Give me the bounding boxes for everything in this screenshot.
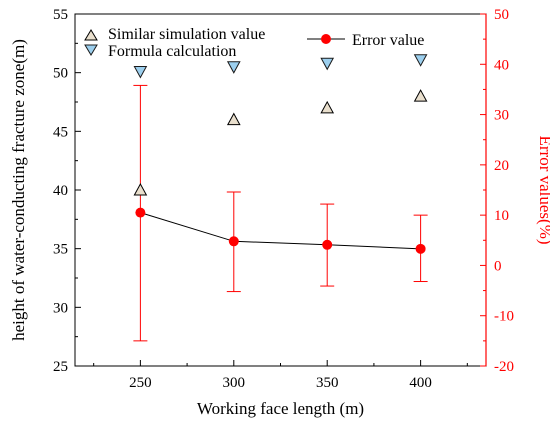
x-tick-label: 400 <box>409 375 432 391</box>
y-right-tick-label: 30 <box>494 108 509 124</box>
y-axis-left-title: height of water-conducting fracture zone… <box>9 39 28 341</box>
error-value-point <box>415 243 426 254</box>
y-left-tick-label: 55 <box>53 7 68 23</box>
similar-simulation-point <box>226 112 241 126</box>
legend: Similar simulation value Formula calcula… <box>84 26 424 60</box>
similar-simulation-point <box>320 100 335 114</box>
y-left-tick-label: 30 <box>53 300 68 316</box>
x-axis: 250 300 350 400 <box>93 360 468 391</box>
markers <box>133 54 428 254</box>
y-right-tick-label: 20 <box>494 158 509 174</box>
similar-simulation-point <box>413 89 428 102</box>
error-value-point <box>135 207 146 218</box>
y-left-tick-label: 40 <box>53 183 68 199</box>
error-bars <box>133 84 428 342</box>
error-value-point <box>322 239 333 250</box>
legend-label-formula: Formula calculation <box>108 43 236 60</box>
legend-error-marker <box>321 34 331 44</box>
x-tick-label: 350 <box>316 375 339 391</box>
y-right-tick-label: -20 <box>494 359 514 375</box>
y-left-tick-label: 50 <box>53 66 68 82</box>
similar-simulation-point <box>133 182 148 196</box>
y-axis-left: 25 30 35 40 45 50 55 <box>53 7 81 375</box>
legend-triangle-down-marker <box>84 44 98 56</box>
error-value-line <box>140 212 421 250</box>
y-right-tick-label: 10 <box>494 208 509 224</box>
legend-label-similar: Similar simulation value <box>108 26 265 43</box>
legend-label-error: Error value <box>352 32 424 49</box>
y-axis-right-title: Error values(%) <box>536 135 550 244</box>
y-left-tick-label: 35 <box>53 242 68 258</box>
x-axis-title: Working face length (m) <box>197 399 364 418</box>
formula-calculation-point <box>413 54 428 67</box>
y-right-tick-label: -10 <box>494 309 514 325</box>
y-right-tick-label: 50 <box>494 7 509 23</box>
y-left-tick-label: 45 <box>53 124 68 140</box>
series-lines <box>140 212 421 250</box>
y-axis-right: -20 -10 0 10 20 30 40 50 <box>480 7 514 375</box>
x-tick-label: 300 <box>223 375 246 391</box>
formula-calculation-point <box>320 57 335 71</box>
error-value-point <box>228 236 239 247</box>
y-right-tick-label: 0 <box>494 258 502 274</box>
formula-calculation-point <box>226 61 241 74</box>
y-left-tick-label: 25 <box>53 359 68 375</box>
formula-calculation-point <box>133 65 148 79</box>
legend-triangle-up-marker <box>84 29 98 41</box>
y-right-tick-label: 40 <box>494 57 509 73</box>
x-tick-label: 250 <box>129 375 152 391</box>
